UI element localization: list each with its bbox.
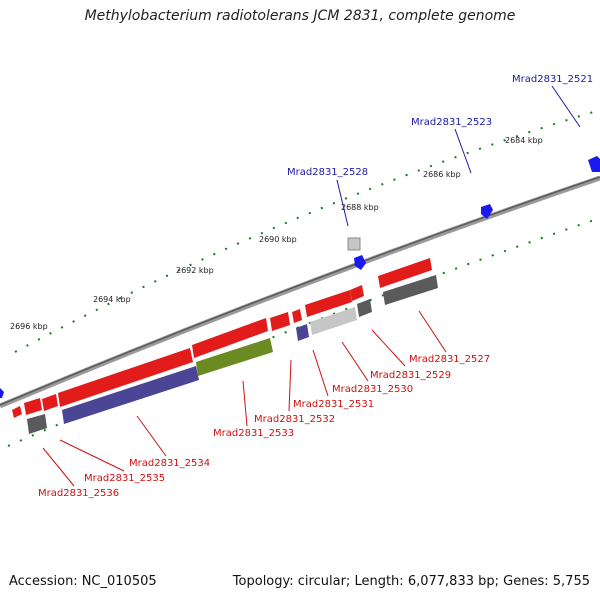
leader-line-2530 [341,341,369,382]
genes-value: 5,755 [552,574,590,589]
gene-label-mrad2831-2530[interactable]: Mrad2831_2530 [332,384,413,395]
gene-mrad2831-2531-arrow[interactable] [292,309,302,323]
gene-mrad2831-2530-arrow[interactable] [305,290,352,317]
gene-mrad2831-2533-arrow[interactable] [192,318,268,358]
gene-mrad2831-2534-arrow[interactable] [58,348,193,407]
leader-line-2534 [136,415,167,457]
tick-label-2686: 2686 kbp [423,170,461,179]
tick-label-2688: 2688 kbp [341,203,379,212]
leader-line-2528 [336,179,349,227]
gene-label-mrad2831-2533[interactable]: Mrad2831_2533 [213,428,294,439]
genome-backbone-edge [0,176,600,406]
gene-gray-light-block[interactable] [310,307,357,335]
gene-label-mrad2831-2534[interactable]: Mrad2831_2534 [129,458,210,469]
leader-line-2527 [418,310,447,353]
gene-label-mrad2831-2535[interactable]: Mrad2831_2535 [84,473,165,484]
topology-label: Topology: [232,574,294,589]
gene-label-mrad2831-2527[interactable]: Mrad2831_2527 [409,354,490,365]
stats-separator: ; [494,574,500,589]
leader-line-2523 [454,128,472,174]
genome-backbone [0,175,600,409]
gene-mrad2831-2521-arrow[interactable] [588,156,600,172]
gene-purple-block[interactable] [62,366,199,424]
leader-line-2535 [59,439,125,472]
gene-label-mrad2831-2523[interactable]: Mrad2831_2523 [411,117,492,128]
footer-accession: Accession: NC_010505 [9,574,157,589]
length-label: Length: [354,574,404,589]
gene-label-mrad2831-2529[interactable]: Mrad2831_2529 [370,370,451,381]
gene-mrad2831-2532-arrow[interactable] [270,312,290,331]
gene-mrad2831-2536-arrow[interactable] [24,398,42,415]
genes-label: Genes: [503,574,549,589]
tick-label-2684: 2684 kbp [505,136,543,145]
gene-green-block[interactable] [196,338,273,376]
genome-title: Methylobacterium radiotolerans JCM 2831,… [84,8,516,24]
gene-red-tiny-left[interactable] [12,406,22,418]
gene-mrad2831-2535-arrow[interactable] [42,394,58,411]
tick-label-2690: 2690 kbp [259,235,297,244]
gene-mrad2831-2523-arrow[interactable] [481,204,493,219]
tick-label-2696: 2696 kbp [10,322,48,331]
footer-stats: Topology: circular; Length: 6,077,833 bp… [233,574,590,589]
tick-label-2694: 2694 kbp [93,295,131,304]
stats-separator: ; [345,574,351,589]
gene-mrad2831-2529-arrow[interactable] [350,285,364,301]
leader-line-2533 [242,380,248,427]
leader-line-2536 [42,447,75,487]
gene-gray-small-left[interactable] [27,414,47,434]
gene-label-mrad2831-2536[interactable]: Mrad2831_2536 [38,488,119,499]
accession-label: Accession: [9,574,78,589]
gene-label-mrad2831-2532[interactable]: Mrad2831_2532 [254,414,335,425]
gene-purple-small[interactable] [296,324,309,341]
gene-gray-small[interactable] [347,237,361,251]
gene-mrad2831-2528-arrow[interactable] [354,255,366,270]
gene-mrad2831-2527-arrow[interactable] [378,258,432,288]
length-value: 6,077,833 bp [407,574,495,589]
leader-line-2521 [551,85,581,128]
accession-value: NC_010505 [81,574,157,589]
gene-gray-small-right[interactable] [357,299,372,317]
gene-label-mrad2831-2531[interactable]: Mrad2831_2531 [293,399,374,410]
gene-label-mrad2831-2528[interactable]: Mrad2831_2528 [287,167,368,178]
leader-line-2532 [288,359,292,412]
leader-line-2529 [371,329,406,367]
gene-gray-block-right[interactable] [383,275,438,305]
gene-left-edge-arrow[interactable] [0,388,4,398]
tick-label-2692: 2692 kbp [176,266,214,275]
topology-value: circular [297,574,346,589]
leader-line-2531 [312,349,329,397]
gene-label-mrad2831-2521[interactable]: Mrad2831_2521 [512,74,593,85]
